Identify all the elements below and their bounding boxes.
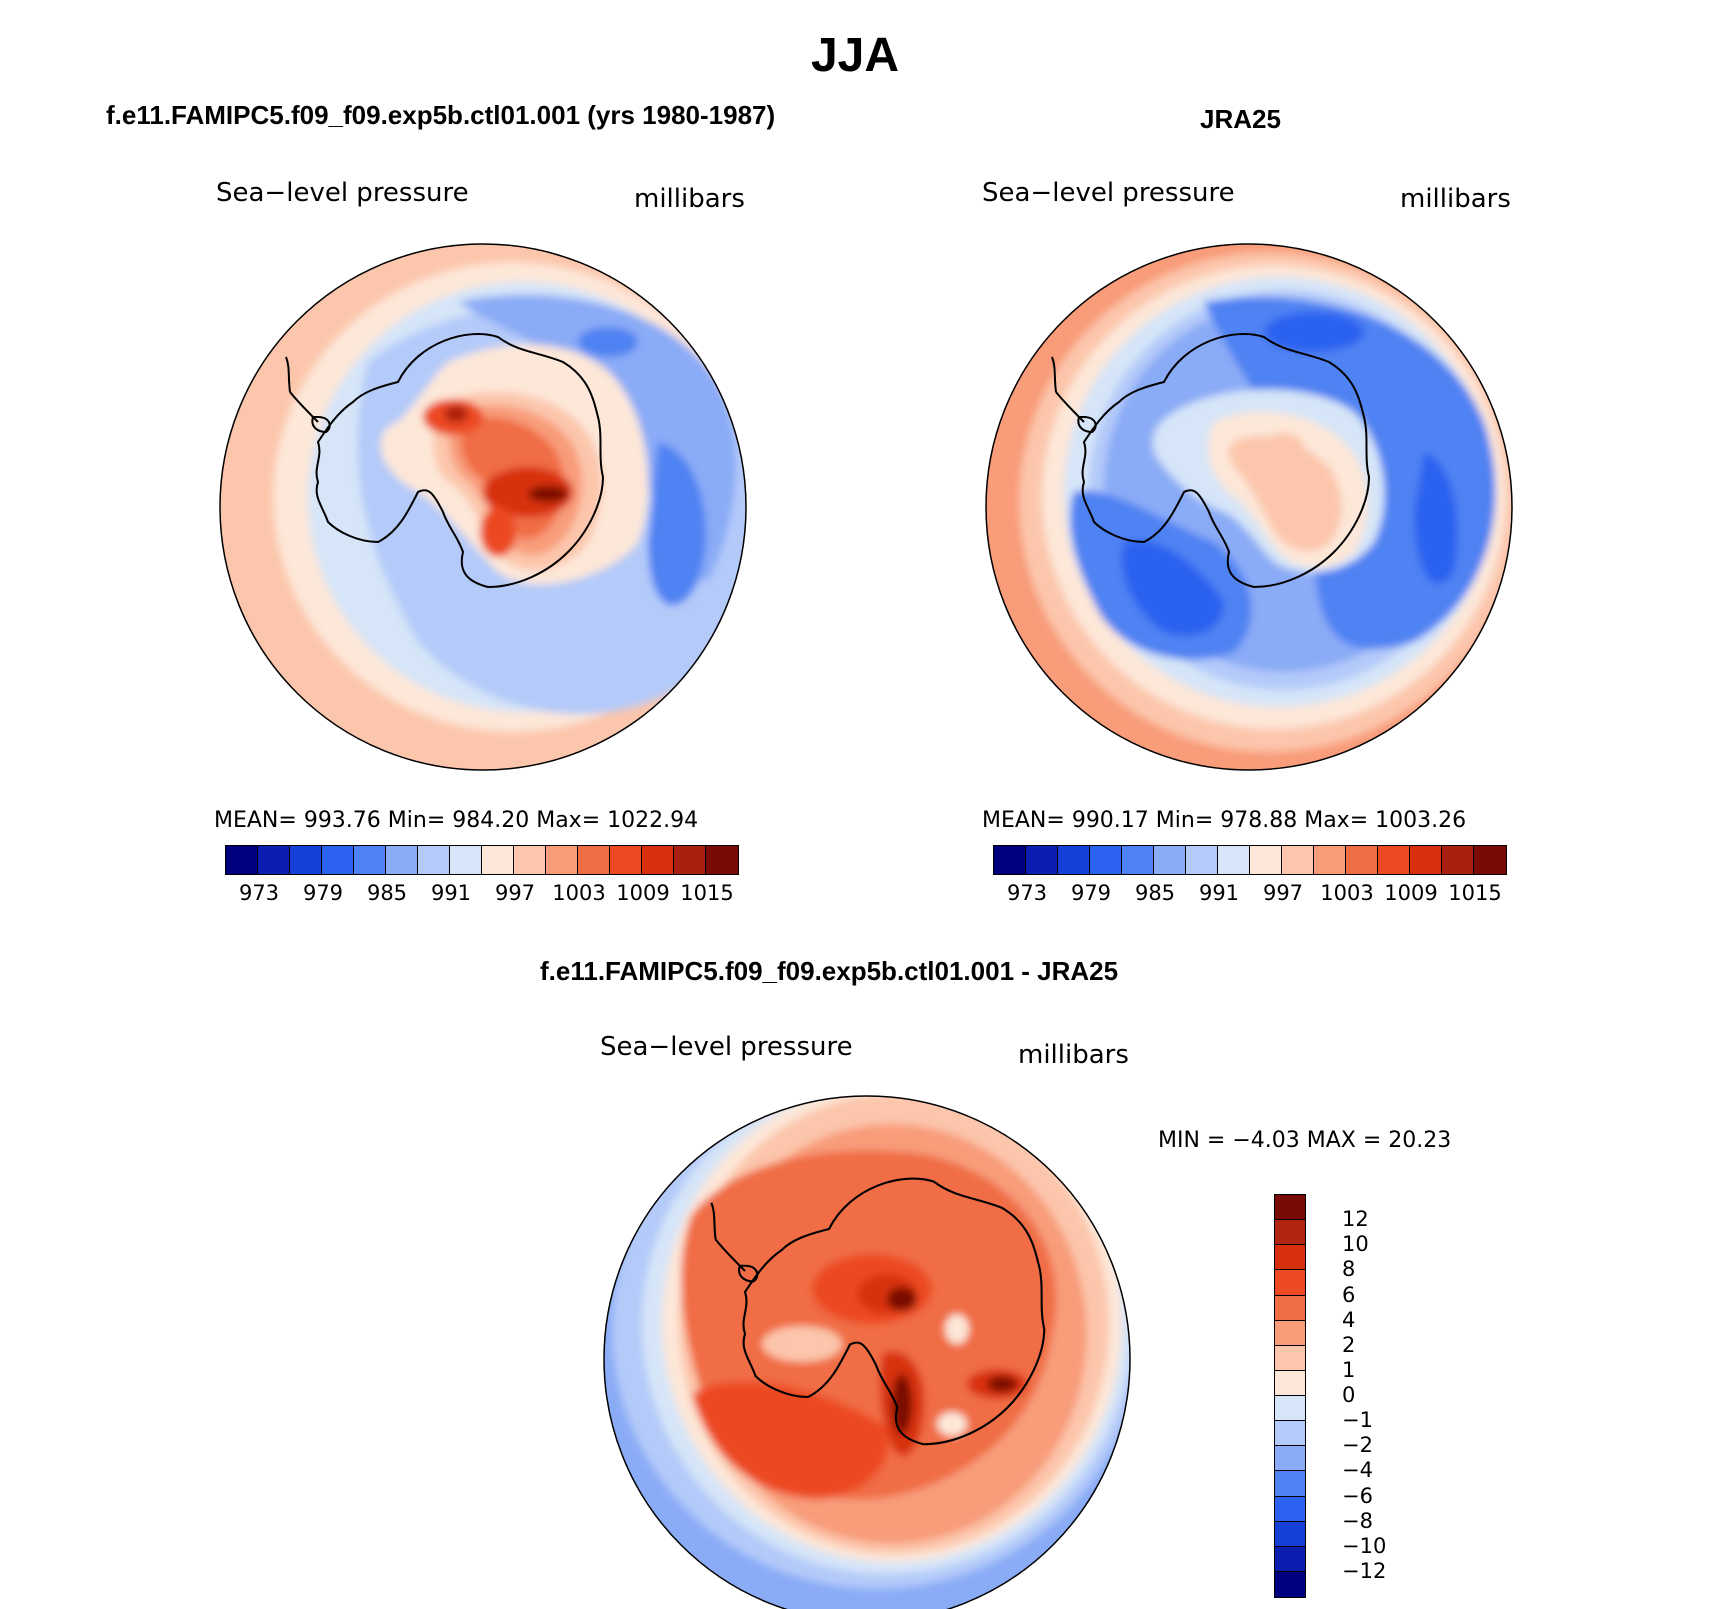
colorbar-tick-label: −2 (1342, 1433, 1373, 1458)
colorbar-swatch (1275, 1370, 1305, 1396)
colorbar-swatch (1314, 846, 1346, 874)
colorbar-tick-label: −6 (1342, 1483, 1373, 1508)
colorbar-tick-label: 979 (1070, 881, 1112, 905)
colorbar-tick-label: 1009 (616, 881, 670, 905)
colorbar-swatch (1275, 1496, 1305, 1522)
colorbar-swatch (1275, 1195, 1305, 1221)
colorbar-tick-label: 985 (366, 881, 408, 905)
colorbar-swatch (1250, 846, 1282, 874)
colorbar-swatch (642, 846, 674, 874)
colorbar-swatch (290, 846, 322, 874)
colorbar-swatch (226, 846, 258, 874)
colorbar-tick-label: 1015 (1448, 881, 1502, 905)
panel-1-title: f.e11.FAMIPC5.f09_f09.exp5b.ctl01.001 (y… (106, 100, 776, 130)
panel-3-map (603, 1095, 1131, 1609)
colorbar-swatch (1275, 1521, 1305, 1547)
panel-3-units-label: millibars (1018, 1040, 1129, 1070)
colorbar-swatch (1058, 846, 1090, 874)
panel-2-map (985, 243, 1513, 771)
colorbar-tick-label: 991 (430, 881, 472, 905)
colorbar-tick-label: −1 (1342, 1408, 1373, 1433)
colorbar-swatch (482, 846, 514, 874)
colorbar-swatch (1275, 1270, 1305, 1296)
colorbar-tick-label: 1003 (552, 881, 606, 905)
colorbar-tick-label: 985 (1134, 881, 1176, 905)
panel-3-colorbar (1274, 1194, 1306, 1598)
colorbar-swatch (1090, 846, 1122, 874)
colorbar-swatch (1275, 1220, 1305, 1246)
colorbar-tick-label: −4 (1342, 1458, 1373, 1483)
panel-2-stats: MEAN= 990.17 Min= 978.88 Max= 1003.26 (982, 808, 1467, 833)
panel-3-stats: MIN = −4.03 MAX = 20.23 (1158, 1128, 1452, 1153)
colorbar-tick-label: 12 (1342, 1207, 1369, 1232)
panel-2-title: JRA25 (1200, 104, 1281, 134)
colorbar-swatch (706, 846, 738, 874)
colorbar-tick-label: 6 (1342, 1282, 1356, 1307)
colorbar-tick-label: 997 (1262, 881, 1304, 905)
colorbar-swatch (674, 846, 706, 874)
colorbar-tick-label: 10 (1342, 1232, 1369, 1257)
colorbar-swatch (578, 846, 610, 874)
colorbar-tick-label: 2 (1342, 1332, 1356, 1357)
colorbar-swatch (1474, 846, 1506, 874)
colorbar-swatch (1026, 846, 1058, 874)
colorbar-swatch (1186, 846, 1218, 874)
colorbar-tick-label: 0 (1342, 1383, 1356, 1407)
colorbar-swatch (354, 846, 386, 874)
panel-1-variable-label: Sea−level pressure (216, 178, 469, 208)
colorbar-tick-label: 4 (1342, 1307, 1356, 1332)
colorbar-swatch (1275, 1446, 1305, 1472)
colorbar-swatch (1122, 846, 1154, 874)
colorbar-swatch (1275, 1245, 1305, 1271)
colorbar-tick-label: −12 (1342, 1558, 1387, 1583)
colorbar-tick-label: 8 (1342, 1257, 1356, 1282)
panel-1-units-label: millibars (634, 184, 745, 214)
colorbar-swatch (322, 846, 354, 874)
colorbar-swatch (1154, 846, 1186, 874)
colorbar-tick-label: 973 (1006, 881, 1048, 905)
panel-1-colorbar (225, 845, 739, 875)
colorbar-swatch (418, 846, 450, 874)
colorbar-swatch (1275, 1471, 1305, 1497)
figure-title: JJA (810, 29, 900, 82)
panel-3-title: f.e11.FAMIPC5.f09_f09.exp5b.ctl01.001 - … (540, 956, 1119, 986)
colorbar-tick-label: −10 (1342, 1533, 1387, 1558)
colorbar-swatch (1275, 1396, 1305, 1422)
panel-2-units-label: millibars (1400, 184, 1511, 214)
colorbar-tick-label: −8 (1342, 1508, 1373, 1533)
colorbar-swatch (1442, 846, 1474, 874)
panel-2-colorbar (993, 845, 1507, 875)
colorbar-tick-label: 1015 (680, 881, 734, 905)
colorbar-swatch (1275, 1320, 1305, 1346)
colorbar-tick-label: 1009 (1384, 881, 1438, 905)
colorbar-swatch (1275, 1546, 1305, 1572)
colorbar-tick-label: 991 (1198, 881, 1240, 905)
colorbar-tick-label: 997 (494, 881, 536, 905)
colorbar-swatch (450, 846, 482, 874)
panel-1-stats: MEAN= 993.76 Min= 984.20 Max= 1022.94 (214, 808, 699, 833)
colorbar-swatch (1218, 846, 1250, 874)
colorbar-tick-label: 1 (1342, 1357, 1356, 1382)
colorbar-swatch (1275, 1295, 1305, 1321)
colorbar-swatch (1275, 1421, 1305, 1447)
colorbar-swatch (514, 846, 546, 874)
colorbar-swatch (546, 846, 578, 874)
colorbar-swatch (1275, 1571, 1305, 1597)
colorbar-swatch (1378, 846, 1410, 874)
colorbar-tick-label: 1003 (1320, 881, 1374, 905)
panel-1-map (219, 243, 747, 771)
colorbar-swatch (610, 846, 642, 874)
colorbar-swatch (1346, 846, 1378, 874)
colorbar-swatch (1275, 1345, 1305, 1371)
colorbar-tick-label: 973 (238, 881, 280, 905)
panel-3-variable-label: Sea−level pressure (600, 1032, 853, 1062)
colorbar-tick-label: 979 (302, 881, 344, 905)
colorbar-swatch (1282, 846, 1314, 874)
colorbar-swatch (386, 846, 418, 874)
panel-2-variable-label: Sea−level pressure (982, 178, 1235, 208)
colorbar-swatch (994, 846, 1026, 874)
colorbar-swatch (1410, 846, 1442, 874)
colorbar-swatch (258, 846, 290, 874)
